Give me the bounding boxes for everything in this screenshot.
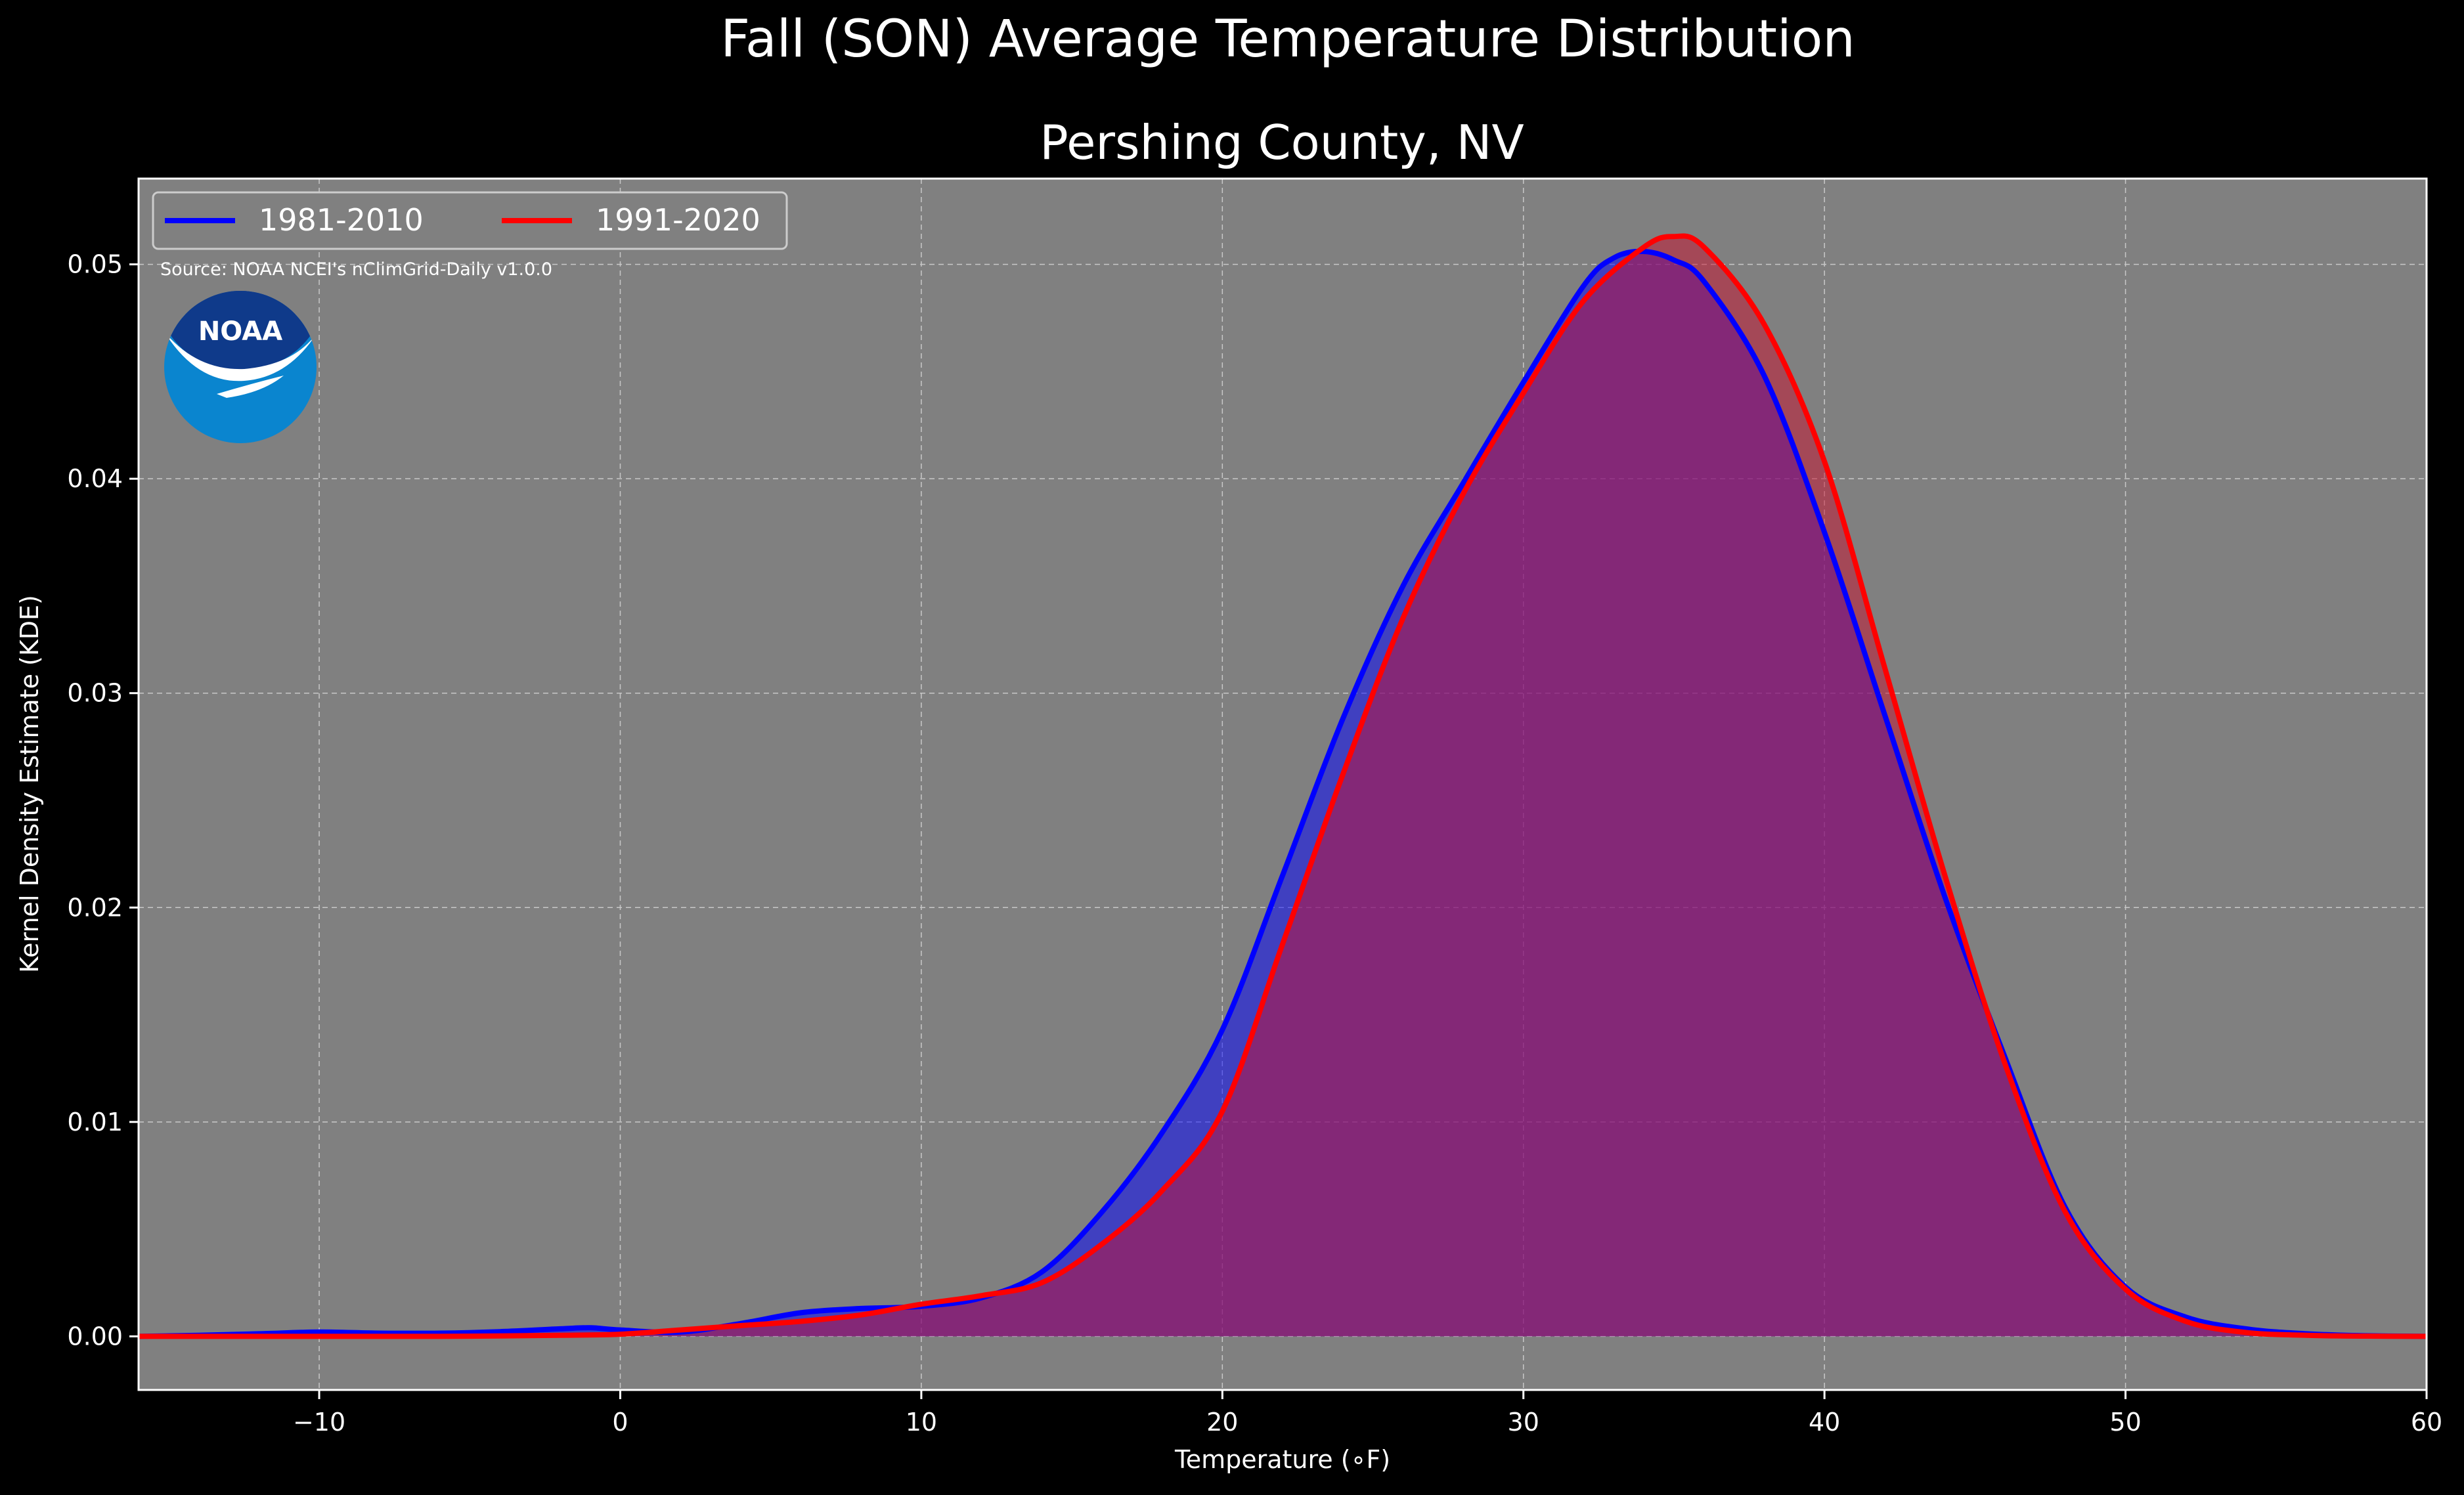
legend: 1981-2010 1991-2020 <box>152 191 788 250</box>
series-areas <box>139 236 2427 1337</box>
x-axis: −10 0 10 20 30 40 50 60 <box>293 1390 2442 1437</box>
legend-label-1981-2010: 1981-2010 <box>259 202 424 238</box>
x-tick-label: 30 <box>1508 1408 1539 1437</box>
y-axis: 0.00 0.01 0.02 0.03 0.04 0.05 <box>67 250 139 1351</box>
x-tick-label: 40 <box>1809 1408 1840 1437</box>
x-tick-label: 0 <box>612 1408 628 1437</box>
y-tick-label: 0.03 <box>67 679 123 708</box>
x-tick-label: 20 <box>1206 1408 1238 1437</box>
y-tick-label: 0.01 <box>67 1108 123 1137</box>
y-tick-label: 0.00 <box>67 1322 123 1351</box>
legend-box <box>152 191 788 250</box>
y-tick-label: 0.05 <box>67 250 123 279</box>
noaa-logo-text: NOAA <box>198 316 282 347</box>
y-tick-label: 0.04 <box>67 464 123 493</box>
chart-subtitle: Pershing County, NV <box>1040 115 1524 170</box>
legend-label-1991-2020: 1991-2020 <box>596 202 760 238</box>
chart-title: Fall (SON) Average Temperature Distribut… <box>720 10 1855 69</box>
noaa-logo: NOAA <box>164 291 317 443</box>
x-tick-label: −10 <box>293 1408 345 1437</box>
x-tick-label: 10 <box>906 1408 937 1437</box>
x-tick-label: 60 <box>2411 1408 2442 1437</box>
series-area-1991-2020 <box>139 236 2427 1337</box>
source-note: Source: NOAA NCEI's nClimGrid-Daily v1.0… <box>160 259 552 280</box>
plot-frame <box>137 177 2428 1391</box>
x-axis-label: Temperature (∘F) <box>1174 1445 1390 1474</box>
y-tick-label: 0.02 <box>67 893 123 922</box>
series-lines <box>138 233 2427 1339</box>
series-line-1991-2020 <box>139 233 2427 1339</box>
y-axis-label: Kernel Density Estimate (KDE) <box>15 595 44 973</box>
x-tick-label: 50 <box>2109 1408 2141 1437</box>
